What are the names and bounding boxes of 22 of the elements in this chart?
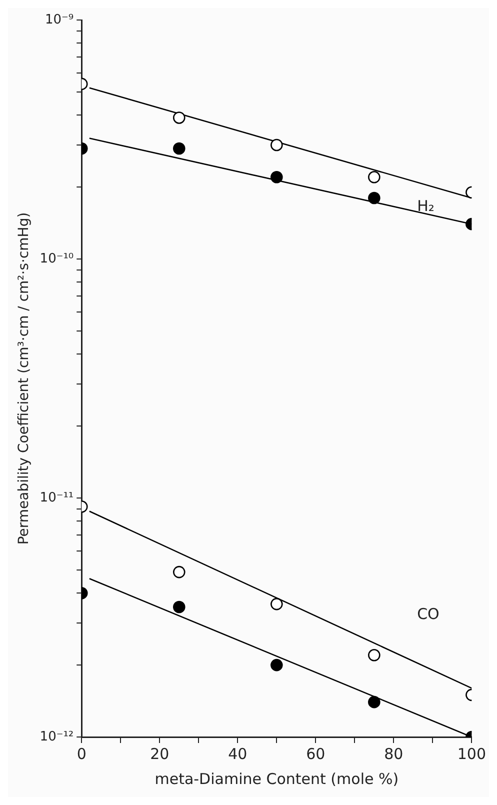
x-tick-label: 80 xyxy=(384,744,404,763)
x-tick-label: 100 xyxy=(457,744,486,763)
y-axis-title: Permeability Coefficient (cm³·cm / cm²·s·cmHg) xyxy=(16,212,32,545)
point xyxy=(368,192,380,204)
x-tick-label: 40 xyxy=(228,744,248,763)
x-tick-label: 20 xyxy=(150,744,170,763)
point xyxy=(270,138,283,152)
y-tick-label: 10⁻⁹ xyxy=(45,12,74,28)
point xyxy=(368,696,380,708)
y-tick-label: 10⁻¹¹ xyxy=(40,490,74,506)
x-tick-label: 60 xyxy=(306,744,326,763)
x-axis-title: meta-Diamine Content (mole %) xyxy=(154,770,399,788)
y-tick-label: 10⁻¹⁰ xyxy=(40,251,74,266)
y-tick-label: 10⁻¹² xyxy=(40,729,74,744)
x-tick-label: 0 xyxy=(76,744,86,763)
point xyxy=(270,658,283,672)
point xyxy=(270,598,283,610)
annotation: CO xyxy=(417,605,440,624)
point xyxy=(270,171,283,184)
point xyxy=(368,649,380,662)
annotation: H₂ xyxy=(417,197,434,216)
point xyxy=(368,171,380,184)
